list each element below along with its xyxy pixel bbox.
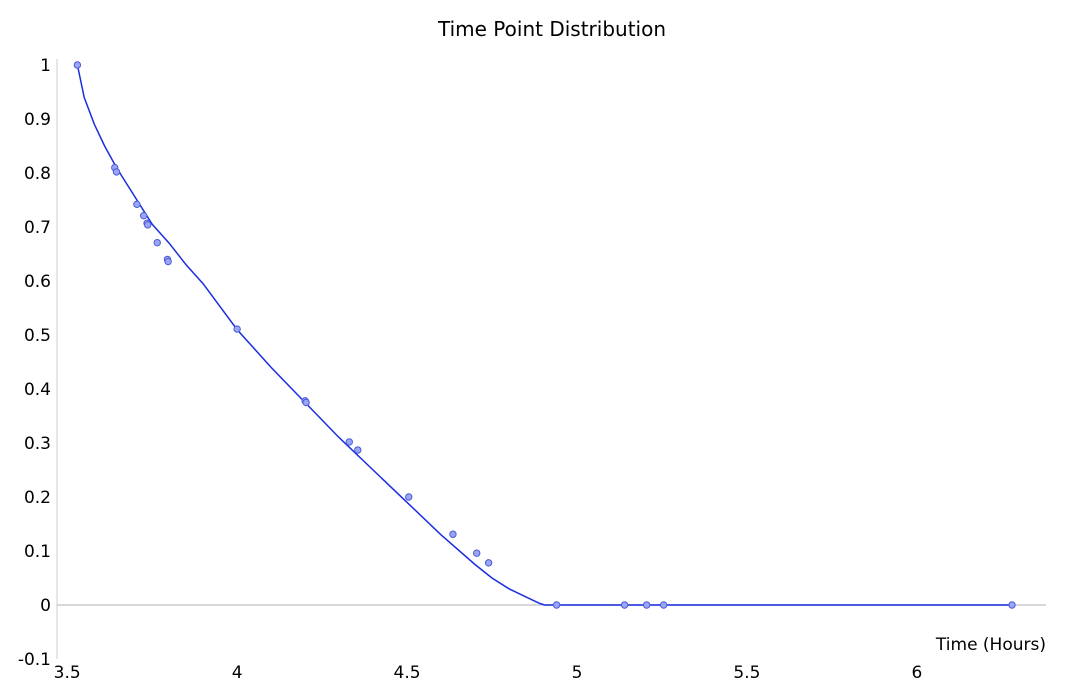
y-tick-label: 0.8 xyxy=(24,164,51,184)
axes xyxy=(56,59,1046,659)
y-tick-label: 1 xyxy=(40,56,51,76)
y-tick-label: 0.4 xyxy=(24,380,51,400)
y-tick-labels: 1 0.9 0.8 0.7 0.6 0.5 0.4 0.3 0.2 0.1 0 -0.1 xyxy=(18,56,51,670)
data-point xyxy=(73,61,82,69)
data-point xyxy=(112,168,121,176)
data-point xyxy=(552,601,561,609)
x-tick-label: 5 xyxy=(572,663,583,683)
y-tick-label: -0.1 xyxy=(18,650,51,670)
data-point xyxy=(233,325,241,333)
data-point xyxy=(153,238,161,247)
data-points xyxy=(73,61,1016,609)
x-tick-labels: 3.5 4 4.5 5 5.5 6 xyxy=(54,663,923,683)
y-tick-label: 0.7 xyxy=(24,218,51,238)
data-point xyxy=(345,438,353,446)
series-line xyxy=(76,64,1016,606)
x-tick-label: 5.5 xyxy=(733,663,760,683)
x-tick-label: 4 xyxy=(232,663,243,683)
y-tick-label: 0.9 xyxy=(24,110,51,130)
data-point xyxy=(139,211,148,220)
data-point xyxy=(144,221,152,229)
data-point xyxy=(642,601,651,609)
data-point xyxy=(164,257,172,266)
data-point xyxy=(133,200,141,209)
x-tick-label: 6 xyxy=(911,663,922,683)
data-point xyxy=(449,530,457,538)
data-point xyxy=(354,446,362,454)
x-axis-label: Time (Hours) xyxy=(935,635,1046,655)
chart-title: Time Point Distribution xyxy=(437,17,666,41)
data-point xyxy=(1008,601,1016,609)
data-point xyxy=(405,493,413,501)
y-tick-label: 0.2 xyxy=(24,488,51,508)
x-tick-label: 4.5 xyxy=(394,663,421,683)
y-tick-label: 0.6 xyxy=(24,272,51,292)
x-tick-label: 3.5 xyxy=(54,663,81,683)
data-point xyxy=(473,549,481,557)
y-tick-label: 0.3 xyxy=(24,434,51,454)
y-tick-label: 0.5 xyxy=(24,326,51,346)
data-point xyxy=(620,601,629,609)
y-tick-label: 0.1 xyxy=(24,542,51,562)
data-point xyxy=(302,398,310,407)
y-tick-label: 0 xyxy=(40,596,51,616)
data-point xyxy=(484,559,493,567)
data-point xyxy=(659,601,668,609)
